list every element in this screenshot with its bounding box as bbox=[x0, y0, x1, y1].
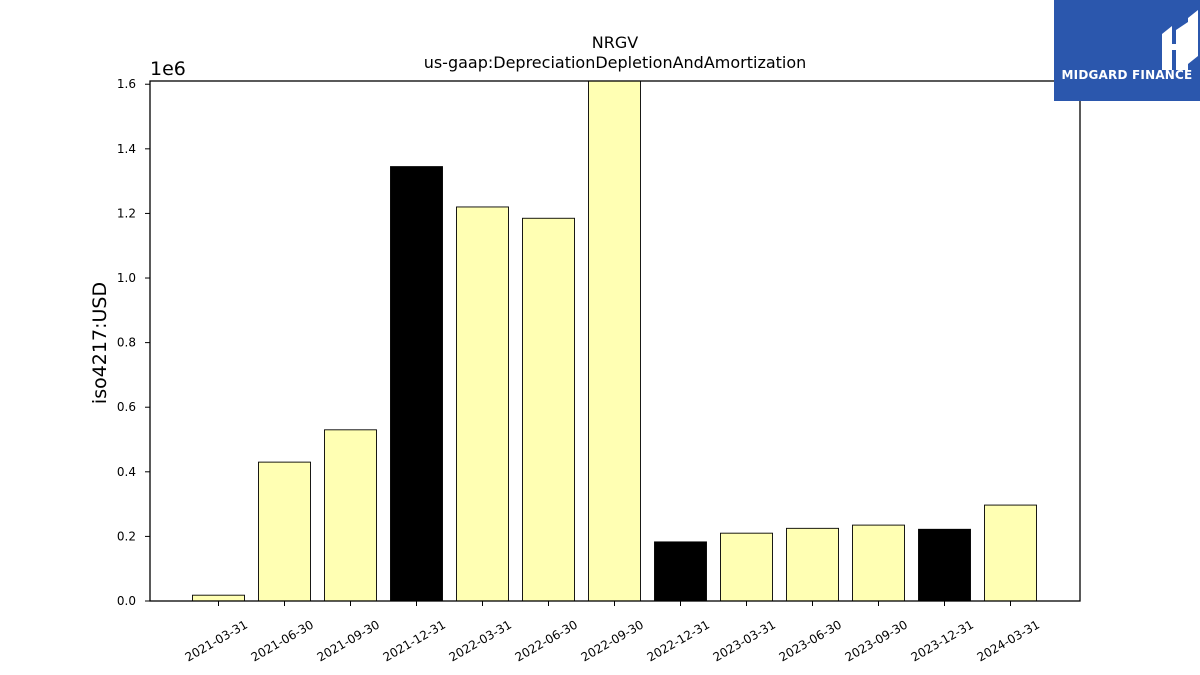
chart-subtitle: us-gaap:DepreciationDepletionAndAmortiza… bbox=[424, 53, 807, 72]
y-tick-label: 1.4 bbox=[117, 142, 136, 156]
y-tick-label: 0.6 bbox=[117, 400, 136, 414]
y-tick-label: 0.8 bbox=[117, 336, 136, 350]
bar-2021-12-31 bbox=[390, 166, 443, 602]
bar-series bbox=[192, 80, 1037, 602]
bar-2023-09-30 bbox=[852, 524, 905, 602]
y-axis-ticks: 0.0 0.2 0.4 0.6 0.8 1.0 1.2 1.4 1.6 bbox=[117, 77, 150, 608]
midgard-finance-logo: MIDGARD FINANCE bbox=[1054, 0, 1200, 101]
y-axis-label: iso4217:USD bbox=[89, 282, 111, 404]
bar-2022-09-30 bbox=[588, 80, 641, 602]
logo-mark-icon bbox=[1162, 10, 1198, 70]
y-tick-label: 0.4 bbox=[117, 465, 136, 479]
bar-2022-03-31 bbox=[456, 206, 509, 602]
x-tick-label: 2021-06-30 bbox=[249, 617, 316, 664]
bar-2022-06-30 bbox=[522, 217, 575, 602]
x-tick-label: 2021-03-31 bbox=[183, 617, 250, 664]
y-tick-label: 0.0 bbox=[117, 594, 136, 608]
bar-2024-03-31 bbox=[984, 504, 1037, 602]
x-tick-label: 2021-09-30 bbox=[315, 617, 382, 664]
x-tick-label: 2022-12-31 bbox=[645, 617, 712, 664]
bar-2023-06-30 bbox=[786, 527, 839, 602]
y-tick-label: 1.6 bbox=[117, 77, 136, 91]
plot-frame bbox=[149, 80, 1081, 602]
bar-2023-03-31 bbox=[720, 532, 773, 602]
bar-2021-03-31 bbox=[192, 594, 245, 602]
x-tick-label: 2023-09-30 bbox=[843, 617, 910, 664]
y-tick-label: 0.2 bbox=[117, 529, 136, 543]
x-tick-label: 2021-12-31 bbox=[381, 617, 448, 664]
x-axis-ticks: 2021-03-312021-06-302021-09-302021-12-31… bbox=[183, 601, 1042, 664]
x-tick-label: 2023-06-30 bbox=[777, 617, 844, 664]
bar-2021-06-30 bbox=[258, 461, 311, 602]
chart-title: NRGV bbox=[592, 33, 638, 52]
x-tick-label: 2024-03-31 bbox=[975, 617, 1042, 664]
x-tick-label: 2022-09-30 bbox=[579, 617, 646, 664]
x-tick-label: 2023-03-31 bbox=[711, 617, 778, 664]
y-axis-multiplier: 1e6 bbox=[150, 58, 186, 80]
bar-2023-12-31 bbox=[918, 528, 971, 602]
y-tick-label: 1.2 bbox=[117, 206, 136, 220]
x-tick-label: 2022-06-30 bbox=[513, 617, 580, 664]
x-tick-label: 2022-03-31 bbox=[447, 617, 514, 664]
x-tick-label: 2023-12-31 bbox=[909, 617, 976, 664]
logo-text: MIDGARD FINANCE bbox=[1061, 68, 1193, 82]
y-tick-label: 1.0 bbox=[117, 271, 136, 285]
bar-2022-12-31 bbox=[654, 541, 707, 602]
bar-2021-09-30 bbox=[324, 429, 377, 602]
